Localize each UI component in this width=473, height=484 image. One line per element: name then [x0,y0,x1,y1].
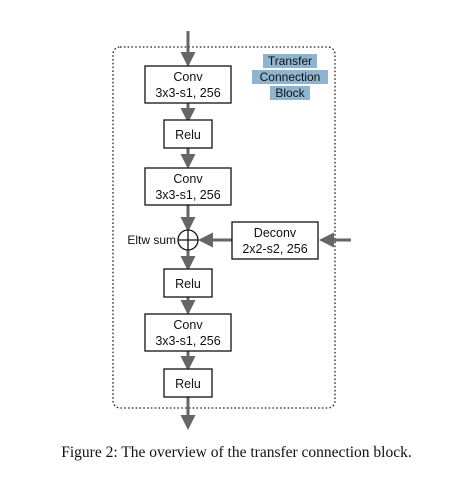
relu1-label: Relu [175,128,201,142]
eltw-sum-label: Eltw sum [127,233,176,247]
block-title-highlight [252,70,328,84]
conv1-label-line-1: Conv [173,70,203,84]
conv3-label-line-1: Conv [173,318,203,332]
relu1-box [163,119,213,149]
conv1-label-line-2: 3x3-s1, 256 [155,86,220,100]
conv1-box [144,65,232,104]
block-title-line-3: Block [275,86,305,100]
eltw-sum-node [177,229,199,251]
block-boundary [112,46,336,409]
relu3-box [163,368,213,398]
relu2-label: Relu [175,277,201,291]
conv3-label-line-2: 3x3-s1, 256 [155,334,220,348]
block-title-highlight [270,86,310,100]
relu3-label: Relu [175,377,201,391]
block-title-line-2: Connection [260,70,321,84]
deconv-label-line-2: 2x2-s2, 256 [242,242,307,256]
block-title-line-1: Transfer [268,54,312,68]
block-title-highlight [263,54,317,68]
deconv-label-line-1: Deconv [254,226,297,240]
conv2-label-line-1: Conv [173,172,203,186]
relu2-box [163,268,213,298]
tcb-diagram: Transfer Connection Block Conv 3x3-s1, 2… [112,31,351,430]
conv2-label-line-2: 3x3-s1, 256 [155,188,220,202]
conv2-box [144,167,232,206]
figure-caption: Figure 2: The overview of the transfer c… [61,444,412,461]
block-title: Transfer Connection Block [252,54,328,100]
conv3-box [144,313,232,352]
deconv-box [231,221,319,260]
